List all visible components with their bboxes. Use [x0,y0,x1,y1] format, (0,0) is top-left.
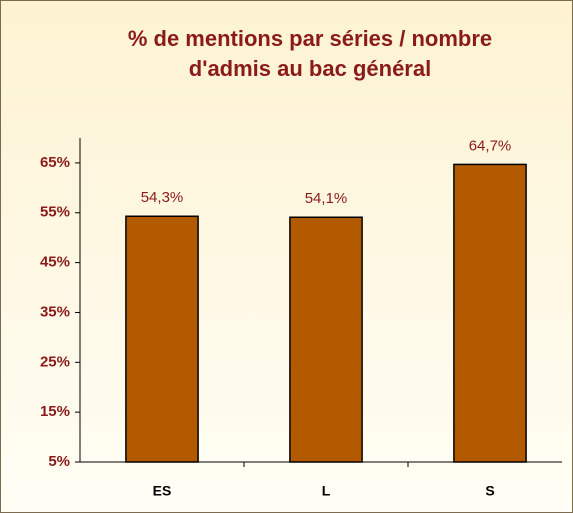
x-tick-label: S [485,483,494,499]
y-tick-label: 55% [40,204,70,221]
y-tick-label: 15% [40,403,70,420]
chart-title: % de mentions par séries / nombre [128,26,492,51]
y-tick-label: 65% [40,154,70,171]
bar [125,215,199,463]
x-tick-label: L [322,483,331,499]
chart-title: d'admis au bac général [189,56,431,81]
y-tick-label: 25% [40,353,70,370]
value-label: 54,1% [305,190,348,207]
y-tick-label: 5% [48,453,70,470]
y-tick-label: 45% [40,254,70,271]
chart-title-line: % de mentions par séries / nombre [128,26,492,51]
value-label: 64,7% [469,137,512,154]
chart-title-line: d'admis au bac général [189,56,431,81]
y-tick-label: 35% [40,303,70,320]
x-tick-label: ES [153,483,172,499]
bar [289,216,363,463]
bar [453,163,527,463]
value-label: 54,3% [141,189,184,206]
